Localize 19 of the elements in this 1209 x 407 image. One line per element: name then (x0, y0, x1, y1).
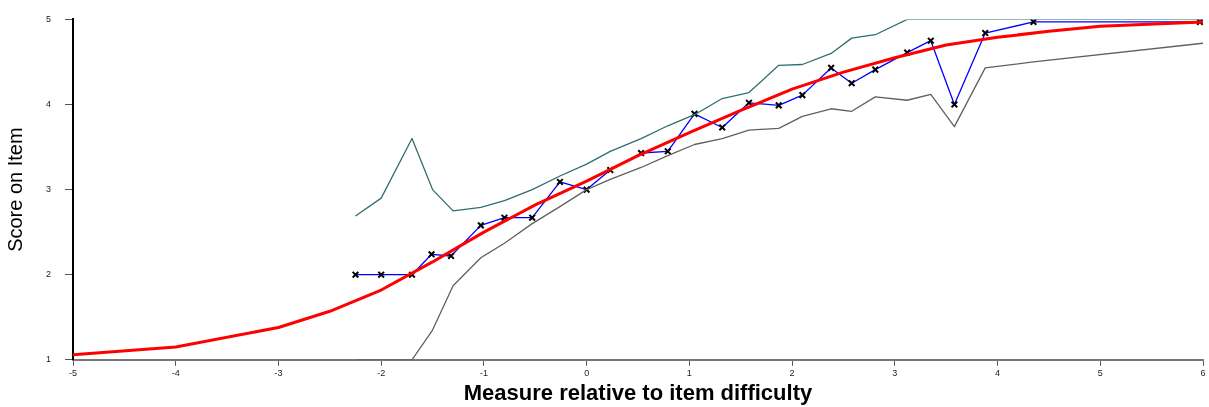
x-tick-label: 3 (892, 367, 898, 378)
x-tick-label: 2 (789, 367, 795, 378)
x-tick-label: 1 (686, 367, 692, 378)
x-tick-label: -4 (171, 367, 180, 378)
y-tick-label: 2 (45, 269, 52, 280)
y-tick-label: 4 (45, 98, 52, 109)
x-tick-label: 0 (584, 367, 590, 378)
y-tick-label: 5 (45, 13, 52, 24)
x-tick-label: -2 (377, 367, 386, 378)
x-tick-label: -1 (479, 367, 488, 378)
x-tick-label: -5 (69, 367, 78, 378)
x-axis-title: Measure relative to item difficulty (463, 379, 813, 405)
y-tick-label: 1 (45, 354, 52, 365)
x-tick-label: -3 (274, 367, 283, 378)
x-tick-label: 5 (1097, 367, 1103, 378)
x-tick-label: 4 (995, 367, 1001, 378)
y-tick-label: 3 (45, 184, 52, 195)
y-axis-title: Score on Item (3, 127, 26, 252)
x-tick-label: 6 (1200, 367, 1206, 378)
